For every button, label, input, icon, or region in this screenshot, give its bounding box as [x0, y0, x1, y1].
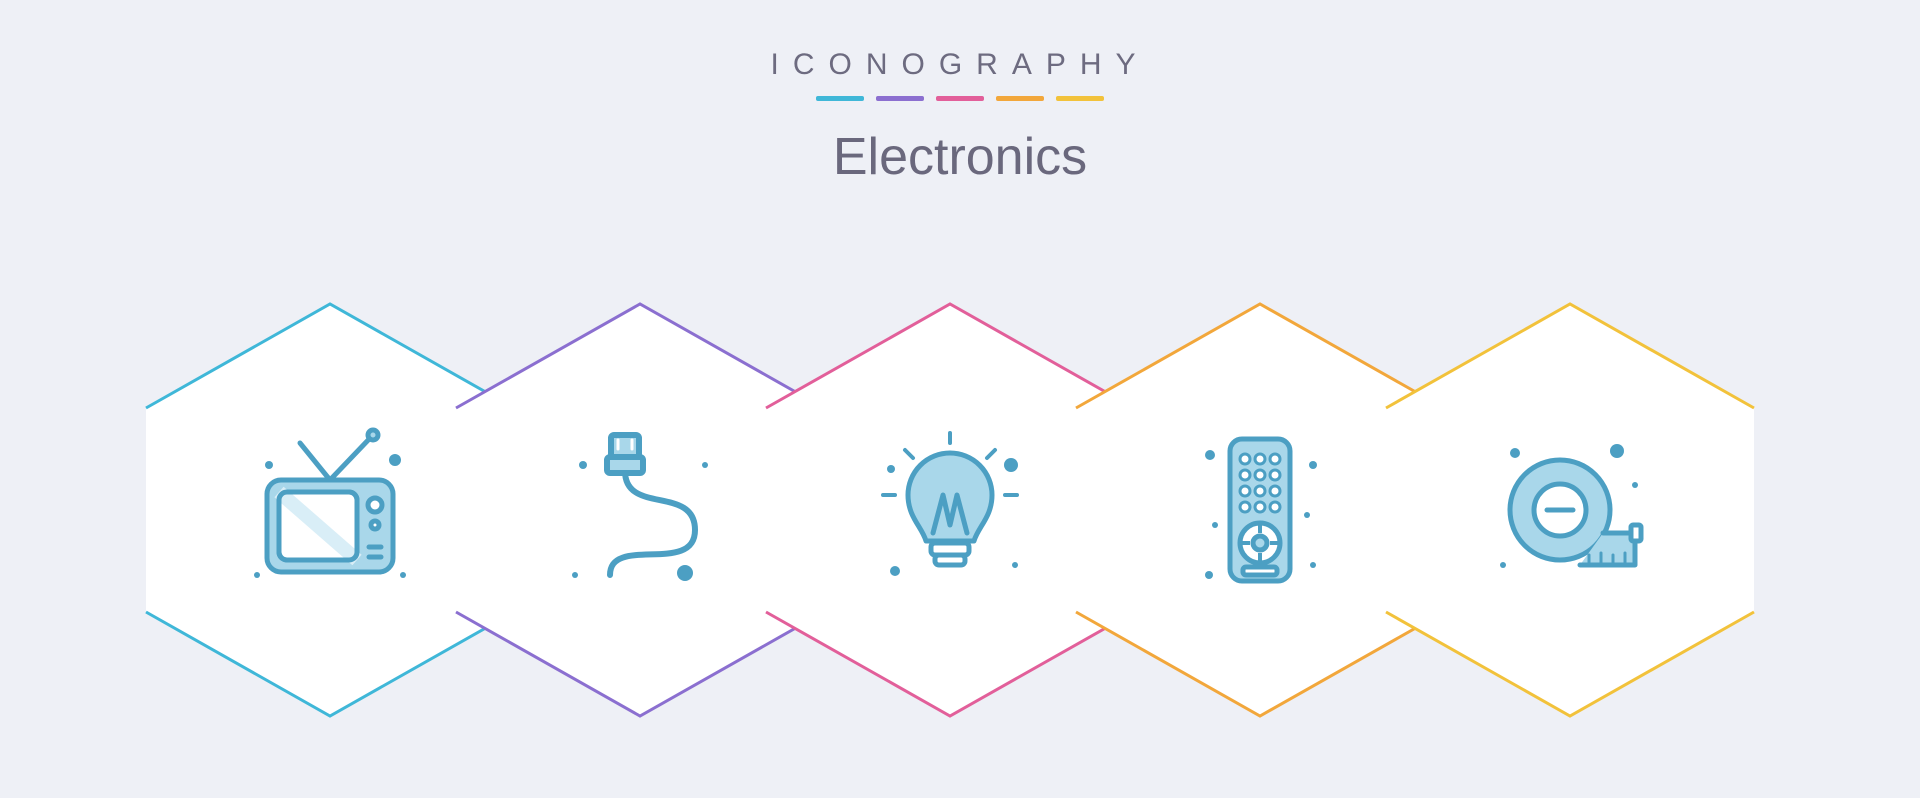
accent-bar-3	[996, 96, 1044, 101]
remote-icon	[1175, 425, 1345, 595]
icon-stage	[140, 300, 1780, 720]
lightbulb-icon	[865, 425, 1035, 595]
usb-cable-icon	[555, 425, 725, 595]
accent-underline	[0, 96, 1920, 101]
accent-bar-4	[1056, 96, 1104, 101]
category-title: Electronics	[0, 127, 1920, 187]
tv-icon	[245, 425, 415, 595]
accent-bar-2	[936, 96, 984, 101]
brand-title: ICONOGRAPHY	[0, 48, 1920, 82]
hex-card-tape	[1380, 300, 1760, 720]
accent-bar-1	[876, 96, 924, 101]
accent-bar-0	[816, 96, 864, 101]
tape-measure-icon	[1485, 425, 1655, 595]
header: ICONOGRAPHY Electronics	[0, 48, 1920, 187]
